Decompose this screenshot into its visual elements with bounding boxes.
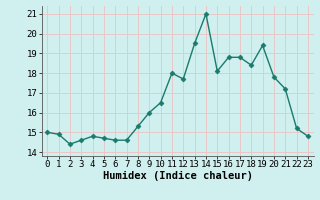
X-axis label: Humidex (Indice chaleur): Humidex (Indice chaleur) (103, 171, 252, 181)
